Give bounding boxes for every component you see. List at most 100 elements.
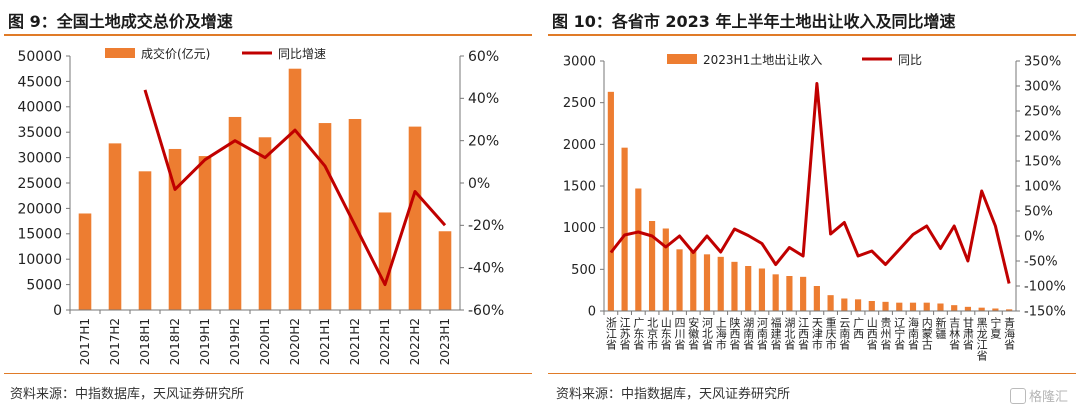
chart2-x-tick-label: 河南省	[755, 317, 768, 351]
chart1-bar	[198, 156, 212, 310]
chart2-bar	[662, 228, 669, 311]
chart1-bar	[378, 212, 392, 310]
chart1-y2-tick-label: 40%	[468, 91, 499, 107]
chart1-x-tick-label: 2022H1	[378, 318, 392, 365]
chart1-bar	[288, 68, 302, 310]
chart1-legend-bar-label: 成交价(亿元)	[141, 46, 210, 61]
chart1-x-tick-label: 2020H1	[258, 318, 272, 365]
chart1-y2-tick-label: -20%	[468, 218, 504, 234]
chart1-x-tick-label: 2019H2	[228, 318, 242, 365]
chart2-y-tick-label: 2000	[563, 138, 596, 153]
chart2-x-tick-label: 陕西省	[728, 316, 741, 351]
chart2-x-tick-label: 天津市	[810, 317, 823, 351]
chart2-y2-tick-label: -150%	[1024, 305, 1066, 320]
chart2-bar	[745, 266, 752, 311]
chart1-y-tick-label: 10000	[17, 252, 62, 268]
chart2-x-tick-label: 湖北省	[783, 317, 796, 351]
chart1-source-rule	[4, 373, 532, 374]
chart1-x-tick-label: 2018H1	[138, 318, 152, 365]
chart2-y2-tick-label: 150%	[1024, 155, 1061, 170]
chart1-legend-bar-swatch	[105, 48, 135, 58]
chart2-bar	[758, 268, 766, 311]
chart1-y2-tick-label: 60%	[468, 49, 499, 65]
chart1-x-tick-label: 2019H1	[198, 318, 212, 365]
chart1-y-tick-label: 20000	[17, 201, 62, 217]
chart2-y-tick-label: 2500	[563, 96, 596, 111]
chart1-y2-tick-label: 20%	[468, 134, 499, 150]
chart1-bar	[228, 116, 242, 311]
chart2-bar	[813, 286, 820, 311]
chart1-bar	[138, 171, 152, 310]
chart2-y-tick-label: 1000	[563, 221, 596, 236]
chart2-x-tick-label: 江苏省	[618, 317, 631, 351]
chart2-y2-tick-label: 200%	[1024, 130, 1061, 145]
chart2-source: 资料来源：中指数据库，天风证券研究所	[556, 387, 791, 402]
chart2-bar	[896, 302, 903, 311]
chart2-x-tick-label: 吉林省	[948, 317, 961, 351]
chart2-x-tick-label: 北京市	[646, 317, 659, 351]
chart1-y-tick-label: 45000	[17, 74, 62, 90]
chart1-y-tick-label: 35000	[17, 125, 62, 141]
chart1-title-rule	[4, 34, 532, 36]
chart2-bar	[854, 299, 862, 311]
chart2-bar	[882, 301, 889, 311]
chart1-bar	[168, 148, 182, 310]
chart1-x-tick-label: 2017H2	[108, 318, 122, 365]
chart2-y2-tick-label: -50%	[1024, 255, 1058, 270]
chart1-title: 图 9：全国土地成交总价及增速	[8, 12, 233, 31]
chart2-x-tick-label: 广东省	[632, 317, 645, 351]
chart2-bar	[621, 147, 628, 311]
chart2-y2-tick-label: 0%	[1024, 230, 1045, 245]
chart1-y-tick-label: 0	[53, 303, 62, 319]
chart2-bar	[717, 256, 724, 311]
chart2-y2-tick-label: 50%	[1024, 205, 1053, 220]
chart2-bar	[992, 308, 999, 311]
chart2-bar	[964, 306, 972, 311]
chart2-y2-tick-label: 250%	[1024, 105, 1061, 120]
chart2-bar	[841, 298, 848, 311]
chart2-line-series	[609, 82, 1011, 284]
chart1-x-tick-label: 2021H1	[318, 318, 332, 365]
chart2-x-tick-label: 宁夏	[989, 316, 1002, 339]
chart2-bar	[937, 303, 944, 311]
chart2-y2-tick-label: 100%	[1024, 180, 1061, 195]
chart2-bar	[978, 307, 985, 311]
chart2-y-tick-label: 500	[571, 263, 596, 278]
chart1-y-tick-label: 50000	[17, 49, 62, 65]
chart2-x-tick-label: 青海省	[1003, 317, 1016, 351]
chart1-bar	[348, 118, 362, 310]
chart1-x-tick-label: 2021H2	[348, 318, 362, 365]
chart2-bar	[635, 188, 642, 311]
chart2-y-tick-label: 1500	[563, 180, 596, 195]
chart1-bar	[258, 137, 272, 310]
chart2-bar	[909, 302, 917, 311]
chart1-y2-tick-label: -60%	[468, 303, 504, 319]
chart2-bar	[772, 274, 779, 311]
chart2-x-tick-label: 四川省	[673, 317, 686, 351]
chart2-x-tick-label: 重庆市	[824, 316, 837, 351]
chart1-x-tick-label: 2023H1	[438, 318, 452, 365]
chart2-title: 图 10：各省市 2023 年上半年土地出让收入及同比增速	[552, 12, 956, 31]
chart1-bar	[408, 126, 422, 310]
chart2-bar	[1006, 309, 1013, 311]
chart1-y2-tick-label: -40%	[468, 261, 504, 277]
chart1-y-tick-label: 25000	[17, 176, 62, 192]
chart2-bar	[923, 302, 930, 311]
chart1-y2-tick-label: 0%	[468, 176, 490, 192]
chart2-bar	[690, 251, 697, 311]
chart2-y2-tick-label: 350%	[1024, 55, 1061, 70]
chart1-bar	[318, 123, 332, 310]
chart2-x-tick-label: 内蒙古	[920, 316, 933, 350]
chart2-bar	[731, 261, 738, 311]
chart2-bar	[786, 276, 793, 311]
chart1-bar	[108, 143, 122, 310]
chart2-x-tick-label: 海南省	[907, 316, 920, 351]
chart2-y2-tick-label: -100%	[1024, 280, 1066, 295]
chart2-x-tick-label: 山东省	[659, 317, 672, 351]
chart2-x-tick-label: 新疆	[934, 316, 947, 339]
chart2-bar	[607, 91, 614, 311]
chart2-bar	[827, 295, 834, 311]
chart2-x-tick-label: 云南省	[838, 317, 851, 351]
chart2-x-tick-label: 甘肃省	[961, 317, 974, 351]
